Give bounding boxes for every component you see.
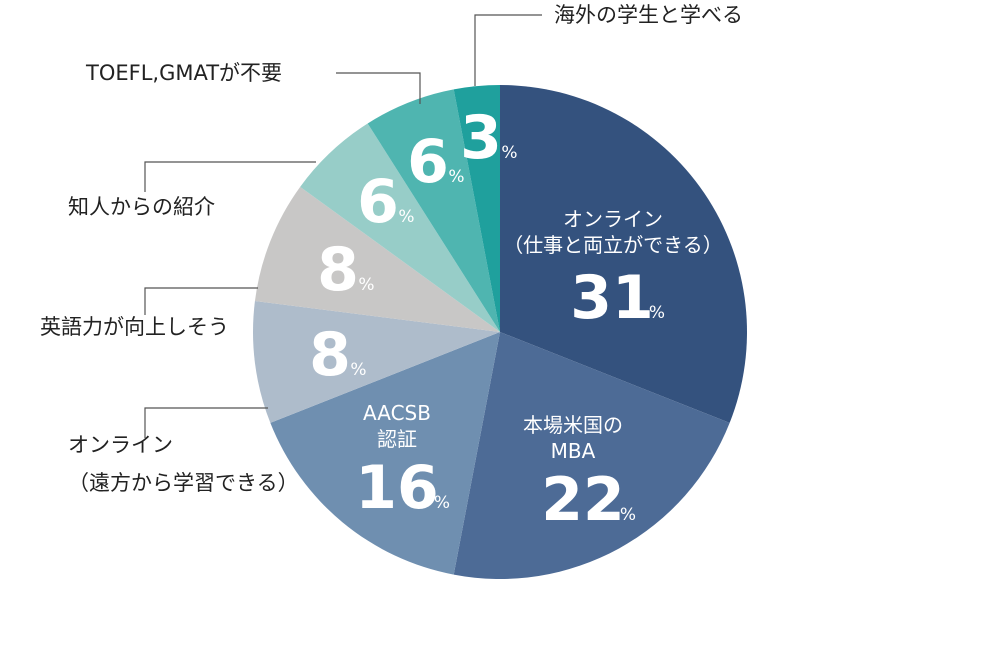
- slice-label-7-line-0: 海外の学生と学べる: [554, 3, 743, 27]
- slice-percent-sign-6: %: [448, 167, 464, 187]
- leader-line-4: [144, 287, 258, 315]
- inner-labels: 31%22%16%8 %8 %6 %6 %3 %オンライン（仕事と両立ができる）本場米国の…: [309, 103, 723, 535]
- slice-label-6-line-0: TOEFL,GMATが不要: [85, 61, 282, 85]
- pie-slice-0: [500, 85, 747, 423]
- slice-percent-sign-5: %: [398, 207, 414, 227]
- slice-percent-sign-1: %: [620, 505, 636, 525]
- slice-percent-sign-4: %: [358, 275, 374, 295]
- slice-value-1: 22: [541, 465, 625, 535]
- leader-line-5: [144, 161, 316, 192]
- leader-line-3: [144, 407, 268, 438]
- pie-slices: [253, 85, 747, 579]
- leader-lines: [144, 14, 542, 438]
- pie-slice-4: [254, 186, 500, 332]
- pie-slice-7: [453, 85, 500, 332]
- slice-value-0: 31: [570, 263, 654, 333]
- pie-slice-1: [453, 332, 730, 579]
- slice-label-5-line-0: 知人からの紹介: [68, 195, 215, 219]
- slice-label-4-line-0: 英語力が向上しそう: [40, 315, 229, 339]
- external-labels: オンライン （遠方から学習できる） 英語力が向上しそう 知人からの紹介 TOEFL,GM…: [40, 3, 743, 495]
- slice-label-2-line-1: 認証: [377, 427, 417, 451]
- leader-line-6: [336, 72, 421, 104]
- slice-percent-sign-2: %: [434, 493, 450, 513]
- slice-value-7: 3: [460, 103, 502, 173]
- slice-value-5: 6: [357, 167, 399, 237]
- slice-percent-sign-0: %: [649, 303, 665, 323]
- pie-slice-5: [300, 123, 500, 332]
- slice-label-1-line-1: MBA: [551, 439, 596, 463]
- slice-label-2-line-0: AACSB: [363, 401, 431, 425]
- slice-label-0-line-0: オンライン: [563, 207, 663, 231]
- slice-label-1-line-0: 本場米国の: [523, 413, 623, 437]
- slice-percent-sign-7: %: [501, 143, 517, 163]
- slice-value-3: 8: [309, 320, 351, 390]
- slice-value-4: 8: [317, 235, 359, 305]
- slice-percent-sign-3: %: [350, 360, 366, 380]
- slice-label-3-line-0: オンライン: [68, 433, 173, 457]
- leader-line-7: [474, 14, 542, 86]
- pie-slice-2: [270, 332, 500, 575]
- slice-value-2: 16: [355, 453, 439, 523]
- pie-slice-3: [253, 301, 500, 423]
- slice-value-6: 6: [407, 127, 449, 197]
- slice-label-0-line-1: （仕事と両立ができる）: [503, 233, 723, 257]
- pie-slice-6: [367, 89, 500, 332]
- slice-label-3-line-1: （遠方から学習できる）: [68, 471, 299, 495]
